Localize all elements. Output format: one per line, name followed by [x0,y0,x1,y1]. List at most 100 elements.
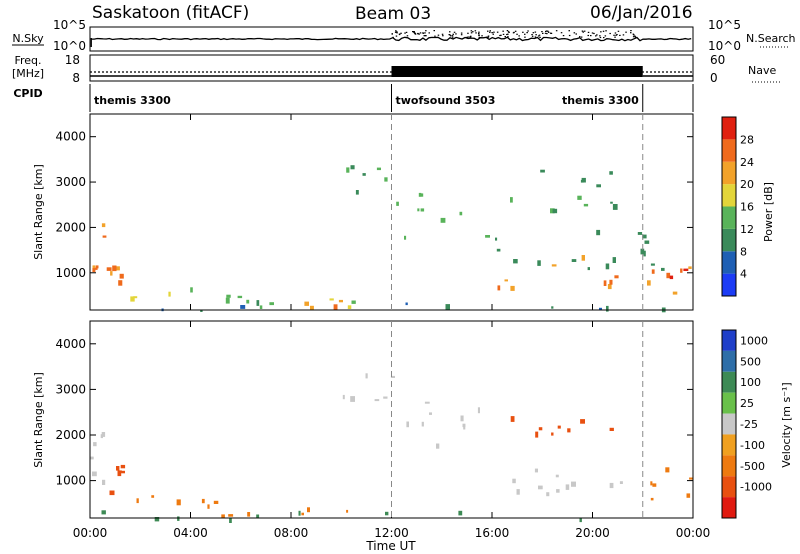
heatmap-cell [510,416,515,422]
noise-search-point [633,34,635,36]
heatmap-cell [119,273,124,279]
heatmap-cell [365,373,368,379]
date-label: 06/Jan/2016 [590,3,693,23]
noise-search-point [531,34,533,36]
heatmap-cell [661,267,665,271]
power-colorbar: 4 8 12 16 20 24 28 [721,116,754,297]
noise-search-point [406,35,409,37]
noise-search-point [590,35,592,37]
noise-traces [90,30,692,47]
heatmap-cell [298,510,301,516]
heatmap-cell [642,234,647,239]
noise-search-point [489,31,491,33]
noise-search-point [452,33,454,35]
heatmap-cell [237,295,243,299]
noise-search-point [413,31,415,33]
heatmap-cell [643,250,646,257]
heatmap-cell [154,517,160,522]
heatmap-cell [333,304,338,311]
heatmap-cell [599,307,602,311]
colorbar-segment [722,228,736,252]
heatmap-cell [557,425,561,429]
heatmap-cell [666,272,671,279]
noise-search-point [392,36,394,38]
heatmap-cell [460,415,464,422]
noise-search-point [512,32,515,34]
noise-search-point [489,30,491,32]
heatmap-cell [581,255,585,261]
noise-search-point [470,32,473,34]
heatmap-cell [672,291,678,295]
power-panel-frame [89,113,694,311]
noise-search-point [398,33,401,36]
heatmap-cell [510,285,515,291]
noise-search-point [602,30,605,32]
noise-search-point [614,32,617,34]
heatmap-cell [177,516,180,521]
beam-label: Beam 03 [355,4,431,24]
power-yticks: 1000 2000 3000 4000 [55,130,693,280]
noise-search-point [504,36,506,38]
noise-right-tick-bottom: 10^0 [708,39,741,53]
heatmap-cell [445,304,450,310]
noise-search-point [549,32,552,34]
freq-tick-bottom: 8 [72,71,80,85]
noise-search-point [581,30,584,32]
heatmap-cell [116,466,120,471]
noise-search-point [404,32,406,34]
colorbar-tick-label: 28 [740,133,754,146]
heatmap-cell [95,265,99,269]
noise-search-point [507,33,509,35]
heatmap-cell [458,510,463,516]
heatmap-cell [133,296,138,299]
x-tick-label: 20:00 [575,526,610,540]
noise-search-point [493,31,495,33]
noise-search-point [460,32,463,34]
heatmap-cell [555,474,559,478]
noise-search-point [632,36,635,38]
noise-search-point [562,35,565,37]
heatmap-cell [436,443,440,449]
noise-search-point [534,36,537,38]
noise-search-point [634,36,637,38]
heatmap-cell [346,167,350,173]
noise-search-point [614,36,616,38]
heatmap-cell [580,179,584,183]
y-tick-label: 2000 [55,428,86,442]
heatmap-cell [538,485,543,490]
noise-search-point [424,32,426,34]
noise-search-point [596,34,598,36]
colorbar-tick-label: -25 [740,418,758,431]
colorbar-segment [722,497,736,518]
noise-search-point [508,31,510,33]
heatmap-cell [390,375,395,378]
noise-search-point [544,32,547,34]
heatmap-cell [605,263,610,270]
noise-search-point [603,37,605,39]
heatmap-cell [404,235,407,240]
noise-search-point [395,30,397,32]
noise-search-point [391,33,393,35]
noise-search-point [625,31,627,33]
noise-search-point [524,36,526,38]
heatmap-cell [463,424,466,430]
velocity-yticks: 1000 2000 3000 4000 [55,337,693,488]
noise-search-point [474,30,477,32]
power-colorbar-label: Power [dB] [762,182,775,242]
colorbar-tick-label: 4 [740,268,747,281]
heatmap-cell [106,267,112,271]
colorbar-tick-label: 1000 [740,334,768,347]
x-tick-label: 00:00 [676,526,711,540]
y-tick-label: 4000 [55,130,86,144]
noise-search-point [537,35,540,37]
colorbar-tick-label: -1000 [740,481,772,494]
noise-search-point [478,34,480,37]
noise-search-point [449,34,451,36]
noise-search-point [486,36,488,38]
noise-search-point [547,30,549,32]
noise-search-point [546,30,548,32]
noise-search-point [475,32,477,34]
heatmap-cell [95,267,98,270]
heatmap-cell [565,484,570,490]
noise-search-point [632,33,635,35]
